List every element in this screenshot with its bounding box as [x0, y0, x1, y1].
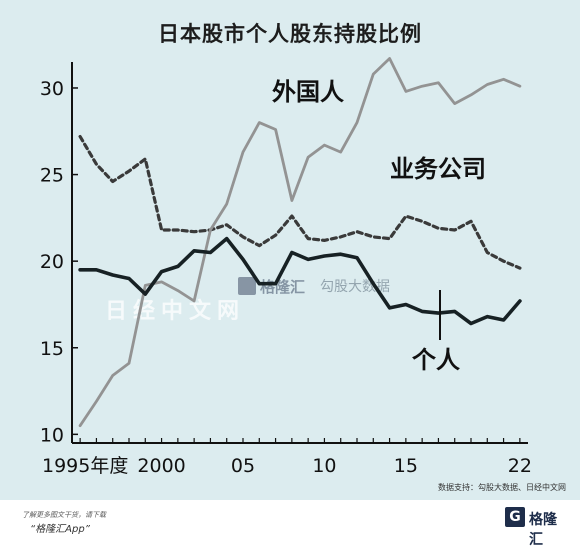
svg-text:格隆汇: 格隆汇: [260, 278, 305, 296]
series-label-individual: 个人: [412, 346, 460, 374]
series-line-individual: [78, 236, 522, 326]
series-lines: [78, 57, 522, 428]
y-tick-label: 20: [40, 251, 64, 273]
gelonghui-logo: G 格隆汇: [505, 506, 567, 548]
x-tick-label: 10: [312, 455, 336, 477]
watermark-gelonghui: 格隆汇: [238, 277, 305, 296]
chart-title: 日本股市个人股东持股比例: [158, 22, 422, 46]
source-note: 数据支持：勾股大数据、日经中文网: [438, 483, 566, 492]
series-label-business: 业务公司: [390, 155, 486, 183]
line-chart: 日经中文网 格隆汇 勾股大数据 1995年度 2000 05 10 15 22 10152…: [40, 57, 532, 477]
x-tick-labels: 1995年度 2000 05 10 15 22: [42, 455, 532, 477]
footer-promo-text: 了解更多图文干货，请下载: [22, 511, 106, 519]
watermark-nikkei: 日经中文网: [105, 298, 245, 324]
series-line-business: [78, 134, 522, 270]
x-tick-marks: [79, 438, 521, 443]
y-tick-label: 15: [40, 338, 64, 360]
y-tick-label: 10: [40, 424, 64, 446]
x-tick-label: 15: [394, 455, 418, 477]
y-tick-labels: 10 15 20 25 30: [40, 78, 64, 446]
y-tick-label: 25: [40, 165, 64, 187]
x-tick-label: 2000: [137, 455, 185, 477]
series-label-foreigner: 外国人: [272, 78, 344, 106]
logo-icon: G: [505, 507, 525, 527]
x-tick-label: 22: [508, 455, 532, 477]
chart-card: [0, 0, 580, 500]
y-tick-label: 30: [40, 78, 64, 100]
x-tick-label: 1995年度: [42, 455, 128, 477]
y-tick-marks: [72, 87, 78, 436]
x-tick-label: 05: [231, 455, 255, 477]
logo-text: 格隆汇: [529, 512, 557, 548]
footer-app-name: “格隆汇App”: [30, 524, 90, 535]
